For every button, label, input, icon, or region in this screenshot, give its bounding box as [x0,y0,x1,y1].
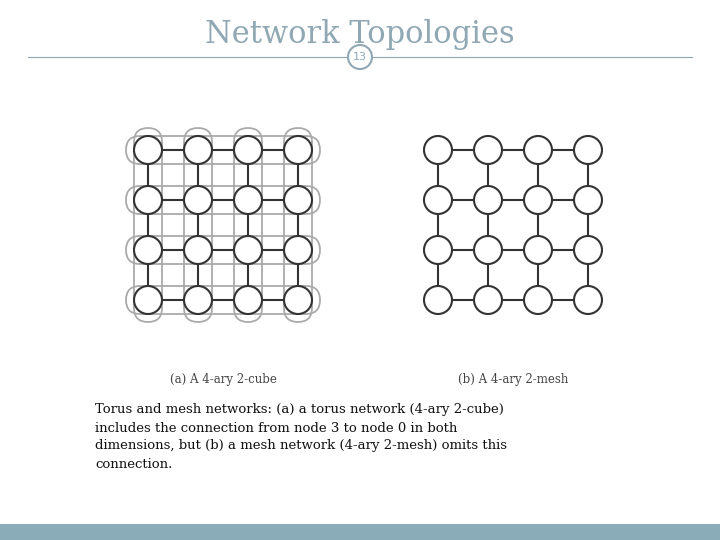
Circle shape [284,136,312,164]
Circle shape [574,186,602,214]
Circle shape [574,286,602,314]
Text: (a) A 4-ary 2-cube: (a) A 4-ary 2-cube [170,374,276,387]
Circle shape [474,136,502,164]
Circle shape [424,236,452,264]
Circle shape [474,186,502,214]
Circle shape [424,136,452,164]
Circle shape [474,236,502,264]
Circle shape [424,186,452,214]
Circle shape [424,286,452,314]
Text: connection.: connection. [95,457,172,470]
Text: 13: 13 [353,52,367,62]
Circle shape [134,186,162,214]
Text: Torus and mesh networks: (a) a torus network (4-ary 2-cube): Torus and mesh networks: (a) a torus net… [95,403,504,416]
Circle shape [134,236,162,264]
Circle shape [234,286,262,314]
Circle shape [348,45,372,69]
Circle shape [184,186,212,214]
Circle shape [134,286,162,314]
Circle shape [184,286,212,314]
Circle shape [134,136,162,164]
Circle shape [524,236,552,264]
Circle shape [234,186,262,214]
Circle shape [284,236,312,264]
Circle shape [524,286,552,314]
Circle shape [284,286,312,314]
Circle shape [524,136,552,164]
Circle shape [574,236,602,264]
Circle shape [234,136,262,164]
Circle shape [524,186,552,214]
Text: (b) A 4-ary 2-mesh: (b) A 4-ary 2-mesh [458,374,568,387]
Bar [0,524,720,540]
Circle shape [574,136,602,164]
Circle shape [184,136,212,164]
Text: includes the connection from node 3 to node 0 in both: includes the connection from node 3 to n… [95,422,457,435]
Circle shape [234,236,262,264]
Text: Network Topologies: Network Topologies [205,19,515,51]
Text: dimensions, but (b) a mesh network (4-ary 2-mesh) omits this: dimensions, but (b) a mesh network (4-ar… [95,440,507,453]
Circle shape [284,186,312,214]
Circle shape [184,236,212,264]
Circle shape [474,286,502,314]
